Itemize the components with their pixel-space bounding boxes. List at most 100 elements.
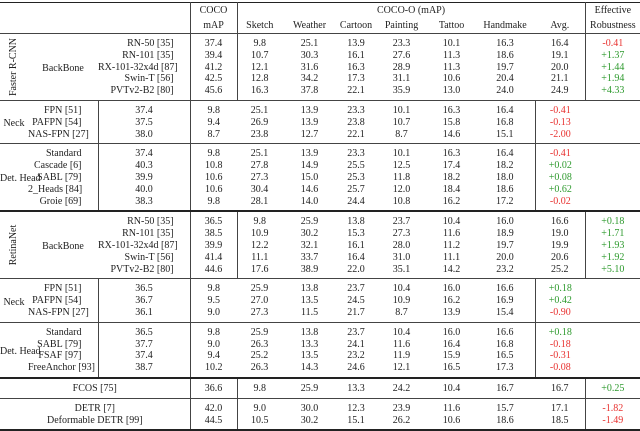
- coco-o-value: 24.9: [535, 85, 586, 101]
- coco-o-value: 18.2: [475, 160, 536, 172]
- coco-o-value: 16.6: [475, 278, 536, 296]
- coco-o-value: 9.5: [207, 295, 221, 307]
- coco-o-value: 20.0: [535, 61, 586, 74]
- model-name: PAFPN [54]: [28, 295, 99, 307]
- coco-map-value: 39.9: [190, 239, 238, 252]
- coco-map-value: 38.3: [98, 195, 191, 212]
- coco-o-value: 30.2: [300, 414, 319, 426]
- coco-o-value: 23.2: [347, 350, 365, 362]
- coco-o-value: 9.8: [207, 326, 221, 338]
- effective-robustness-value: +1.93: [601, 239, 625, 251]
- coco-o-value: 13.8: [300, 326, 319, 338]
- header-er-line1: Effective: [594, 5, 632, 16]
- coco-o-value: 10.4: [442, 382, 461, 394]
- coco-o-value: 12.0: [392, 183, 411, 195]
- coco-o-value: 19.0: [535, 228, 586, 240]
- coco-o-value: 23.3: [392, 38, 411, 49]
- coco-o-value: 9.8: [253, 216, 267, 228]
- table-row: RN-101 [35] 38.5 10.9 30.2 15.3 27.3 11.6 18.9 1…: [0, 228, 640, 240]
- coco-o-value: 16.1: [347, 239, 365, 251]
- detector-label: Faster R-CNN: [0, 34, 28, 101]
- effective-robustness-value: -0.41: [549, 104, 571, 116]
- coco-o-value: 21.7: [347, 306, 365, 318]
- coco-o-value: 10.4: [392, 283, 411, 295]
- coco-o-value: 14.0: [300, 195, 319, 207]
- coco-o-value: 24.6: [347, 362, 365, 374]
- coco-o-value: 16.6: [475, 322, 536, 339]
- coco-map-value: 36.7: [98, 295, 191, 307]
- coco-o-value: 18.4: [442, 183, 461, 195]
- coco-map-value: 36.5: [98, 322, 191, 339]
- coco-o-value: 9.8: [207, 148, 221, 160]
- coco-o-value: 10.4: [442, 216, 461, 228]
- coco-map-value: 40.3: [98, 160, 191, 172]
- group-label: Det. Head: [0, 345, 41, 357]
- coco-o-value: 26.3: [250, 338, 269, 350]
- effective-robustness-value: -0.08: [549, 362, 571, 374]
- coco-o-value: 24.4: [347, 195, 365, 207]
- coco-o-value: 15.9: [442, 350, 461, 362]
- coco-o-value: 15.3: [347, 228, 365, 240]
- model-name: Swin-T [56]: [98, 73, 191, 86]
- table-row: RetinaNet BackBone RN-50 [35] 36.5 9.8 25.9 13…: [0, 211, 640, 266]
- coco-o-value: 10.4: [392, 326, 411, 338]
- coco-o-value: 16.3: [496, 38, 514, 49]
- coco-o-value: 11.3: [442, 49, 461, 61]
- coco-o-value: 28.0: [392, 239, 411, 251]
- header-sketch: Sketch: [246, 20, 274, 31]
- coco-o-value: 16.4: [347, 251, 365, 263]
- coco-o-value: 8.7: [395, 306, 408, 318]
- effective-robustness-value: +1.92: [601, 251, 625, 263]
- coco-map-value: 39.9: [98, 171, 191, 184]
- coco-o-value: 11.6: [392, 338, 411, 350]
- effective-robustness-value: -0.90: [549, 306, 571, 318]
- model-name: RN-101 [35]: [98, 49, 191, 62]
- coco-o-value: 14.6: [300, 183, 319, 195]
- detector-label-text: RetinaNet: [8, 225, 20, 266]
- coco-o-value: 23.7: [392, 216, 411, 228]
- coco-o-value: 16.3: [347, 61, 365, 73]
- coco-o-value: 15.0: [300, 171, 319, 183]
- table-row: RX-101-32x4d [87] 41.2 12.1 31.6 16.3 28.9 11.…: [0, 61, 640, 74]
- coco-o-value: 23.7: [347, 326, 365, 338]
- model-name: Standard: [28, 143, 99, 161]
- coco-o-value: 11.1: [251, 251, 269, 263]
- coco-o-value: 11.5: [300, 306, 319, 318]
- coco-o-value: 14.6: [442, 128, 461, 140]
- section-standalone: DETR [7] 42.0 9.0 30.0 12.3 23.9 11.6 15.7 17.1 -…: [0, 398, 640, 431]
- coco-o-value: 10.5: [251, 414, 269, 426]
- section-dethead: Det. Head Standard 37.4 9.8 25.1 13.9 23.3 10.1…: [0, 143, 640, 212]
- effective-robustness-value: -0.41: [549, 148, 571, 160]
- coco-map-value: 37.4: [190, 33, 238, 50]
- coco-o-value: 11.2: [442, 239, 461, 251]
- coco-o-value: 10.1: [442, 38, 461, 49]
- coco-o-value: 10.9: [392, 295, 411, 307]
- coco-o-value: 15.4: [475, 306, 536, 323]
- coco-o-value: 14.2: [442, 263, 461, 275]
- effective-robustness-value: -1.82: [602, 402, 624, 414]
- coco-o-value: 13.8: [300, 283, 319, 295]
- coco-map-value: 44.5: [190, 414, 238, 431]
- coco-o-value: 16.5: [475, 350, 536, 363]
- table-row: RX-101-32x4d [87] 39.9 12.2 32.1 16.1 28.0 11.…: [0, 239, 640, 252]
- table-row: Faster R-CNN BackBone RN-50 [35] 37.4 9.8 25.…: [0, 33, 640, 96]
- effective-robustness-value: +0.02: [548, 160, 572, 172]
- table-row: Neck FPN [51] 37.4 9.8 25.1 13.9 23.3 10.1 16.3 1…: [0, 100, 640, 129]
- coco-o-value: 23.9: [392, 402, 411, 414]
- header-weather: Weather: [293, 20, 327, 31]
- coco-o-value: 35.9: [392, 85, 411, 97]
- coco-o-value: 10.2: [205, 362, 223, 374]
- coco-o-value: 27.3: [392, 228, 411, 240]
- table-row: FSAF [97] 37.4 9.4 25.2 13.5 23.2 11.9 15.9 16.5…: [0, 350, 640, 363]
- coco-o-value: 31.6: [300, 61, 319, 73]
- table-row: PVTv2-B2 [80] 45.6 16.3 37.8 22.1 35.9 13.0 24.…: [0, 85, 640, 101]
- model-name: RX-101-32x4d [87]: [98, 239, 191, 252]
- coco-o-value: 16.3: [251, 85, 269, 97]
- coco-o-value: 10.7: [392, 116, 411, 128]
- effective-robustness-value: +5.10: [601, 263, 625, 275]
- coco-map-value: 38.7: [98, 362, 191, 378]
- coco-o-value: 16.4: [442, 338, 461, 350]
- coco-o-value: 13.5: [300, 350, 319, 362]
- effective-robustness-value: +0.25: [601, 382, 625, 394]
- effective-robustness-value: -0.41: [602, 38, 624, 49]
